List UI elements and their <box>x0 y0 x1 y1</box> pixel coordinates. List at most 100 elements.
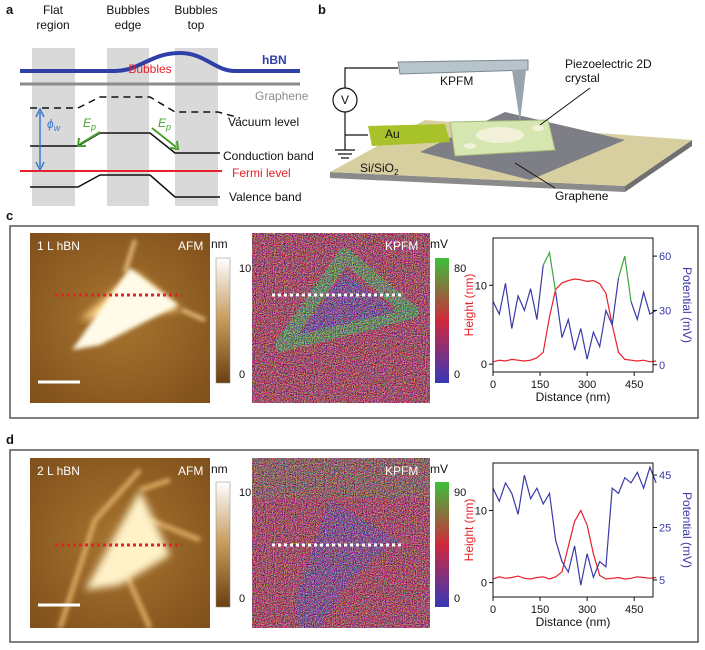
x-tick-label: 0 <box>490 379 496 391</box>
panel-label: c <box>6 208 13 223</box>
panel-label: b <box>318 2 326 17</box>
unit-label: mV <box>430 462 448 476</box>
column <box>107 48 149 206</box>
arrow-heads <box>35 107 45 172</box>
panel-label: a <box>6 2 14 17</box>
y2-tick-label: 25 <box>659 523 671 535</box>
series-line <box>492 509 657 580</box>
colorbar-tick: 0 <box>454 593 460 605</box>
colorbar <box>215 257 231 384</box>
ep-arrow <box>151 127 177 148</box>
column-label: top <box>188 18 205 32</box>
x-tick-label: 150 <box>531 379 549 391</box>
panel-b: b V KPFM Piezoelectric 2D crystal Au Si/… <box>318 2 692 203</box>
leader-line <box>514 162 556 189</box>
conduction-band <box>30 132 220 154</box>
ground <box>335 149 355 159</box>
y2-tick-label: 60 <box>659 251 671 263</box>
column-label: Flat <box>43 3 64 17</box>
colorbar <box>215 481 231 608</box>
level-label: Conduction band <box>223 149 314 163</box>
x-tick-label: 300 <box>578 379 596 391</box>
afm-label: AFM <box>178 239 203 253</box>
au-label: Au <box>385 127 400 141</box>
bubbles-label: Bubbles <box>128 62 171 76</box>
y2-axis-label: Potential (mV) <box>680 267 694 343</box>
series-line <box>492 265 657 360</box>
kpfm-image <box>252 458 430 628</box>
ep-arrow-head <box>169 140 180 151</box>
plot-frame <box>492 237 654 373</box>
hbn-line <box>20 50 300 73</box>
y-axis-label: Height (nm) <box>462 499 476 562</box>
sample-label: 2 L hBN <box>37 464 80 478</box>
crystal-label: crystal <box>565 71 600 85</box>
y-tick-label: 10 <box>475 506 487 518</box>
unit-label: nm <box>211 237 228 251</box>
series-line <box>492 465 657 586</box>
cantilever <box>397 59 529 75</box>
afm-image <box>30 458 210 628</box>
x-tick-label: 0 <box>490 604 496 616</box>
bubble <box>464 143 476 149</box>
x-tick-label: 450 <box>625 379 643 391</box>
y2-tick-label: 5 <box>659 575 665 587</box>
bubble <box>476 127 524 143</box>
phi-label: ϕw <box>47 117 61 133</box>
afm-label: AFM <box>178 464 203 478</box>
panel-label: d <box>6 432 14 447</box>
kpfm-label: KPFM <box>385 464 418 478</box>
kpfm-label: KPFM <box>385 239 418 253</box>
column <box>175 48 218 206</box>
colorbar-tick: 10 <box>239 263 251 275</box>
colorbar-tick: 90 <box>454 487 466 499</box>
column <box>32 48 75 206</box>
afm-ridge <box>57 468 201 628</box>
column-label: Bubbles <box>106 3 149 17</box>
colorbar-tick: 0 <box>239 369 245 381</box>
crystal-label: Piezoelectric 2D <box>565 57 652 71</box>
x-axis-label: Distance (nm) <box>536 615 611 629</box>
level-label: Fermi level <box>232 166 291 180</box>
colorbar-tick: 0 <box>239 593 245 605</box>
x-tick-label: 150 <box>531 604 549 616</box>
column-label: Bubbles <box>174 3 217 17</box>
colorbar <box>435 258 449 383</box>
graphene-label: Graphene <box>555 189 609 203</box>
kpfm-noise <box>252 233 430 403</box>
afm-bubble <box>85 490 170 590</box>
column-label: edge <box>115 18 142 32</box>
substrate-edge <box>625 140 692 192</box>
hbn-label: hBN <box>262 53 287 67</box>
plot-frame <box>492 462 654 598</box>
ep-arrow-head <box>76 137 86 147</box>
afm-ridge <box>123 239 206 322</box>
ep-label: Ep <box>83 116 96 132</box>
panel-c: c 1 L hBN AFM nm 10 0 KPFM mV 80 0 <box>6 208 699 419</box>
voltmeter <box>332 87 358 113</box>
panel-frame <box>9 225 699 419</box>
unit-label: nm <box>211 462 228 476</box>
y2-tick-label: 30 <box>659 305 671 317</box>
x-axis-label: Distance (nm) <box>536 390 611 404</box>
bubble <box>532 125 544 131</box>
x-tick-label: 300 <box>578 604 596 616</box>
afm-bubble <box>72 268 178 350</box>
y2-tick-label: 45 <box>659 470 671 482</box>
au-electrode <box>368 124 450 146</box>
y-tick-label: 0 <box>481 578 487 590</box>
kpfm-image <box>252 233 430 403</box>
ep-arrow <box>79 131 101 145</box>
series-line <box>492 278 657 363</box>
level-label: Vacuum level <box>228 115 299 129</box>
y2-axis-label: Potential (mV) <box>680 492 694 568</box>
substrate-edge <box>330 172 625 192</box>
panel-d: d 2 L hBN AFM nm 10 0 KPFM mV 90 0 <box>6 432 699 643</box>
level-label: Valence band <box>229 190 302 204</box>
leader-line <box>539 87 591 126</box>
sample-label: 1 L hBN <box>37 239 80 253</box>
colorbar-tick: 80 <box>454 263 466 275</box>
